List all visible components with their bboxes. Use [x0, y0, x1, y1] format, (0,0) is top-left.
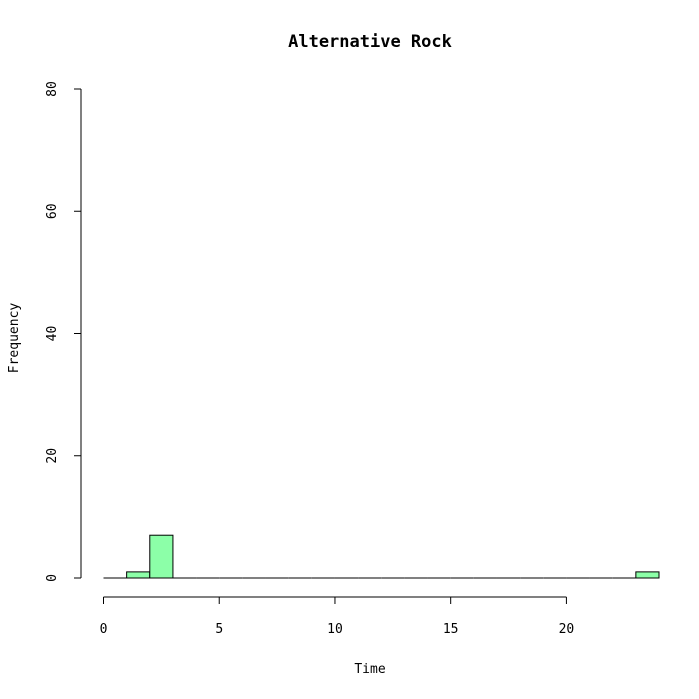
x-axis: 0 5 10 15 20 — [100, 596, 575, 637]
y-tick-label: 60 — [45, 203, 60, 219]
y-tick-label: 0 — [45, 574, 60, 582]
histogram-bar — [635, 571, 660, 579]
x-tick-label: 20 — [559, 622, 575, 637]
histogram-bar — [126, 571, 151, 579]
x-axis-label: Time — [354, 662, 385, 677]
y-tick-label: 20 — [45, 448, 60, 464]
y-tick-label: 40 — [45, 326, 60, 342]
y-tick-label: 80 — [45, 81, 60, 97]
histogram-bar — [149, 534, 174, 579]
bars — [103, 534, 660, 579]
x-tick-label: 10 — [327, 622, 343, 637]
y-axis-label: Frequency — [7, 303, 22, 374]
chart-title: Alternative Rock — [288, 32, 452, 52]
y-axis: 0 20 40 60 80 — [45, 81, 82, 582]
x-tick-label: 5 — [215, 622, 223, 637]
x-tick-label: 15 — [443, 622, 459, 637]
x-tick-label: 0 — [100, 622, 108, 637]
